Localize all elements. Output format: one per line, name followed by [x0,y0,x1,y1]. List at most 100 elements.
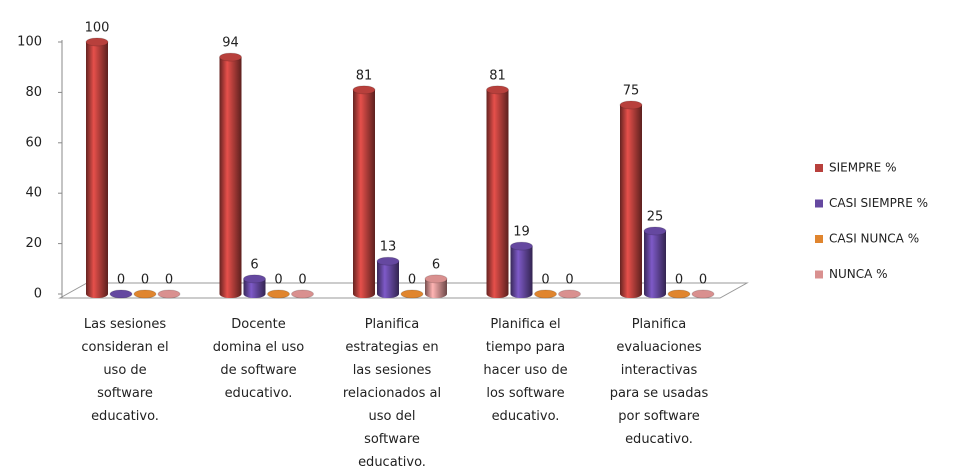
data-label: 0 [699,273,707,288]
bar-body [425,278,447,294]
legend-label: CASI SIEMPRE % [829,196,928,210]
y-tick-label: 80 [25,85,42,100]
bar-body [86,42,108,294]
legend-marker [815,270,823,279]
data-label: 0 [141,273,149,288]
bar [133,289,157,299]
bar-top [157,289,181,299]
bar [643,226,667,298]
bar-top [558,289,581,299]
bar [219,52,242,298]
bar-top [643,226,667,236]
bar-top [619,100,643,110]
bar-body [377,261,399,294]
y-tick-label: 100 [17,35,42,50]
data-label: 0 [274,273,282,288]
data-label: 81 [489,68,506,83]
x-tick-label: Planifica estrategias en las sesiones relac… [343,317,441,470]
bar-top [133,289,157,299]
bar-top [109,289,133,299]
data-label: 75 [623,84,640,99]
data-label: 25 [647,210,664,225]
bar [376,256,400,298]
bar-top [376,256,400,266]
bar [400,289,424,299]
bar-body [243,278,266,294]
bar-top [352,85,376,95]
bar-body [620,105,642,294]
bar-base [353,290,375,298]
legend-marker [815,235,823,243]
bar-top [691,289,715,299]
data-label: 94 [222,36,239,51]
data-label: 0 [298,273,306,288]
bar-top [243,274,266,284]
bar-base [510,290,533,298]
bar-top [510,241,533,251]
bar [558,289,581,299]
bar-top [291,289,314,299]
legend-label: CASI NUNCA % [829,232,919,246]
bar-base [219,290,242,298]
bar-body [219,57,242,295]
bar [157,289,181,299]
bar [352,85,376,298]
bar-body [353,89,375,294]
data-label: 100 [85,21,110,36]
bar-top [85,37,109,47]
bar-base [86,290,108,298]
x-tick-label: Planifica evaluaciones interactivas para se… [610,317,709,447]
bar [486,85,509,298]
y-tick-label: 60 [25,135,42,150]
x-tick-label: Planifica el tiempo para hacer uso de los s… [483,317,567,424]
bar-base [243,290,266,298]
data-label: 0 [675,273,683,288]
data-label: 0 [565,273,573,288]
data-label: 0 [541,273,549,288]
bar [424,274,448,298]
bar-body [510,246,533,294]
y-tick-label: 20 [25,236,42,251]
x-tick-label: Las sesiones consideran el uso de software e… [81,317,168,424]
bar-base [425,290,447,298]
bar [109,289,133,299]
bar [85,37,109,298]
legend-marker [815,199,823,208]
bar [667,289,691,299]
bar-top [400,289,424,299]
bar [267,289,290,299]
y-tick-label: 0 [34,287,42,302]
bar-body [644,231,666,294]
x-tick-label: Docente domina el uso de software educativo… [213,317,305,401]
bar [510,241,533,298]
bar-top [667,289,691,299]
bar-top [219,52,242,62]
bar-body [486,89,509,294]
bar [619,100,643,298]
bar-top [267,289,290,299]
bar-base [620,290,642,298]
data-label: 19 [513,225,530,240]
data-label: 0 [165,273,173,288]
bar-base [377,290,399,298]
bar [691,289,715,299]
data-label: 13 [380,240,397,255]
data-label: 81 [356,68,373,83]
bar-top [486,85,509,95]
bar-base [486,290,509,298]
bar-top [424,274,448,284]
data-label: 0 [408,273,416,288]
bar-base [644,290,666,298]
data-label: 6 [250,257,258,272]
bar-top [534,289,557,299]
legend-marker [815,164,823,172]
legend-label: SIEMPRE % [829,161,896,175]
bar [291,289,314,299]
data-label: 6 [432,257,440,272]
bar [534,289,557,299]
y-tick-label: 40 [25,186,42,201]
bar [243,274,266,298]
data-label: 0 [117,273,125,288]
legend-label: NUNCA % [829,267,888,281]
